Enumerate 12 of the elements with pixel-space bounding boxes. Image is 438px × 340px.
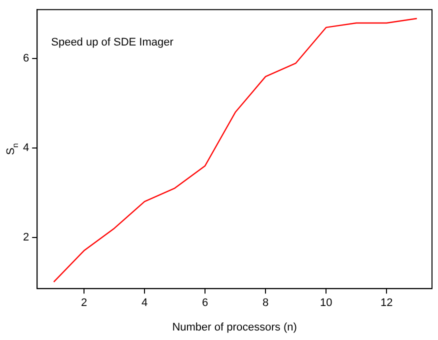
x-axis-title: Number of processors (n) bbox=[172, 321, 297, 334]
y-tick-label: 4 bbox=[22, 142, 30, 154]
y-axis-title: Sn bbox=[5, 143, 20, 155]
x-tick-label: 8 bbox=[262, 297, 269, 310]
y-tick-label: 2 bbox=[22, 231, 30, 244]
x-tick-label: 4 bbox=[141, 297, 148, 310]
x-tick-label: 12 bbox=[380, 297, 393, 310]
x-tick-label: 2 bbox=[80, 297, 88, 310]
y-tick-label: 6 bbox=[22, 52, 30, 65]
x-tick-label: 10 bbox=[320, 297, 332, 310]
x-tick-label: 6 bbox=[202, 297, 208, 310]
annotation: Speed up of SDE Imager bbox=[51, 36, 174, 49]
